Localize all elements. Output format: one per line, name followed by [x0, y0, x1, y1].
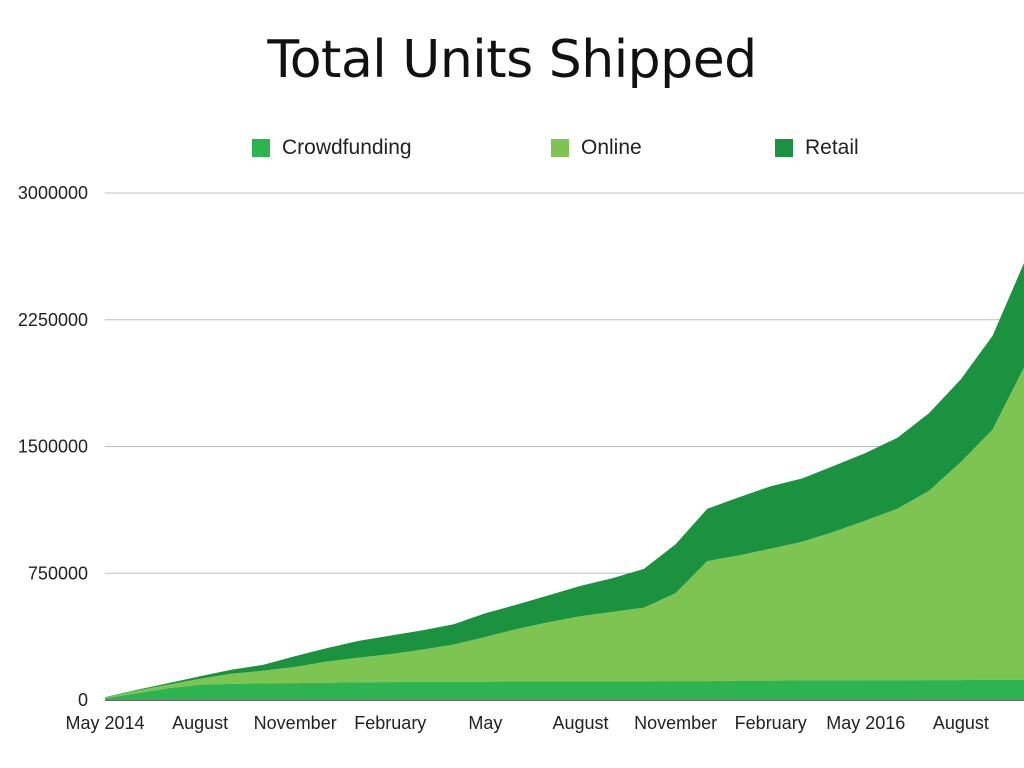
legend-label-crowdfunding: Crowdfunding — [282, 136, 412, 159]
x-tick-label: August — [172, 713, 228, 733]
legend: Crowdfunding Online Retail — [0, 136, 1024, 166]
area-series-crowdfunding — [105, 679, 1024, 700]
legend-item-retail: Retail — [775, 136, 859, 160]
legend-label-retail: Retail — [805, 136, 859, 159]
x-tick-label: November — [634, 713, 717, 733]
y-tick-label: 2250000 — [18, 310, 88, 330]
x-tick-label: May 2014 — [65, 713, 144, 733]
x-tick-label: February — [354, 713, 426, 733]
y-tick-label: 0 — [78, 690, 88, 710]
x-tick-label: November — [254, 713, 337, 733]
x-tick-label: May — [468, 713, 502, 733]
legend-swatch-online — [551, 139, 569, 157]
legend-label-online: Online — [581, 136, 642, 159]
y-tick-label: 750000 — [28, 563, 88, 583]
area-series-online — [105, 367, 1024, 699]
y-tick-label: 1500000 — [18, 437, 88, 457]
x-tick-label: August — [552, 713, 608, 733]
legend-swatch-retail — [775, 139, 793, 157]
x-tick-label: May 2016 — [826, 713, 905, 733]
chart-title: Total Units Shipped — [267, 30, 757, 90]
x-tick-label: February — [735, 713, 807, 733]
y-tick-label: 3000000 — [18, 183, 88, 203]
legend-item-online: Online — [551, 136, 642, 160]
legend-swatch-crowdfunding — [252, 139, 270, 157]
area-series-retail — [105, 262, 1024, 698]
x-tick-label: August — [933, 713, 989, 733]
legend-item-crowdfunding: Crowdfunding — [252, 136, 412, 160]
